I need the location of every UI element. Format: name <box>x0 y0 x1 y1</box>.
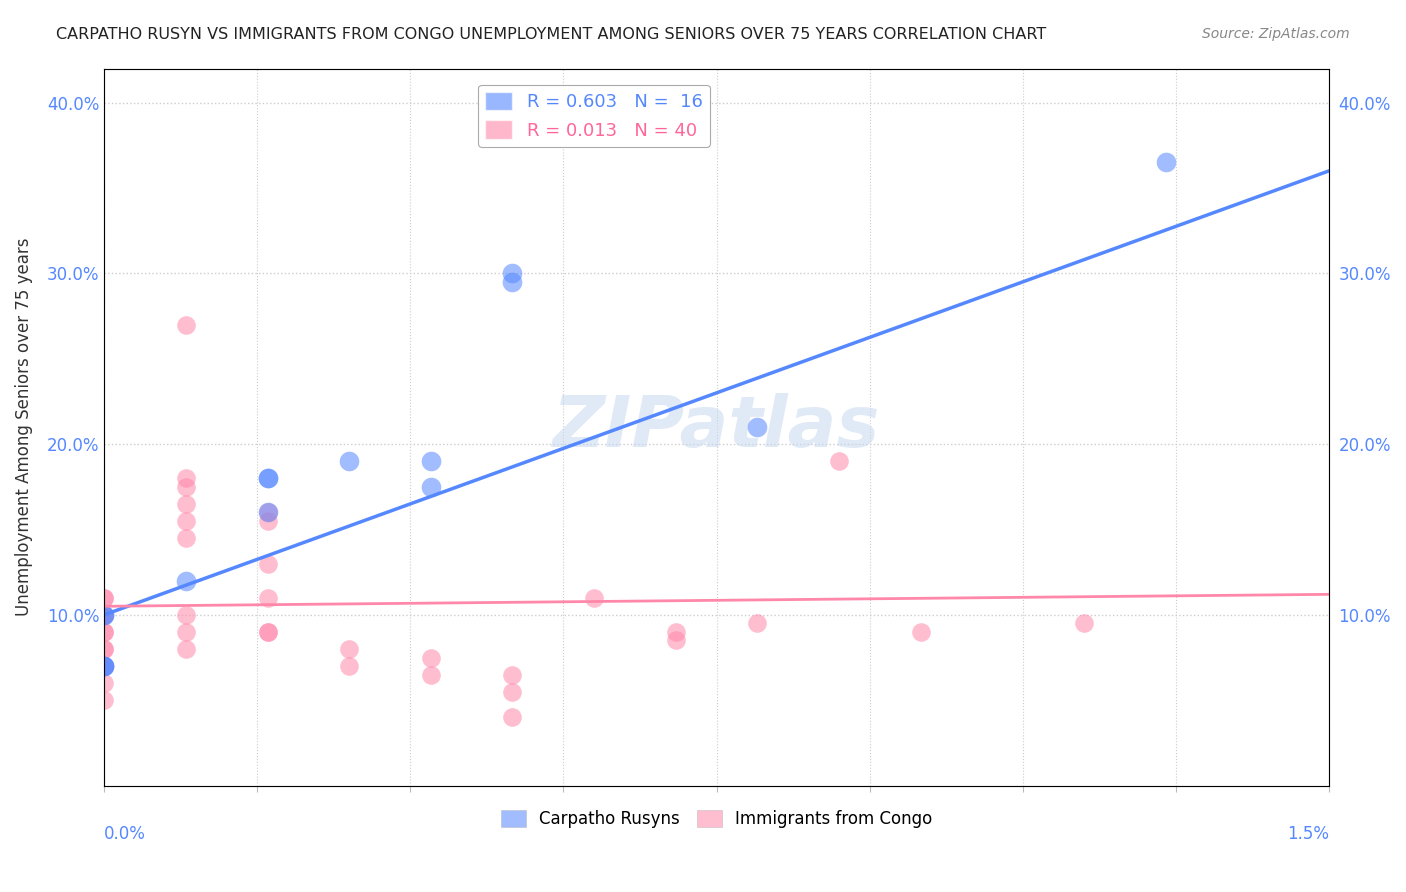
Point <box>337 659 360 673</box>
Point <box>665 624 688 639</box>
Point <box>174 574 197 588</box>
Point <box>419 667 441 681</box>
Point <box>337 454 360 468</box>
Point <box>93 591 115 605</box>
Point <box>93 676 115 690</box>
Point <box>256 624 278 639</box>
Point <box>747 616 769 631</box>
Point <box>256 471 278 485</box>
Point <box>93 659 115 673</box>
Text: 0.0%: 0.0% <box>104 825 146 843</box>
Point <box>93 607 115 622</box>
Point <box>419 454 441 468</box>
Point <box>747 420 769 434</box>
Point <box>256 557 278 571</box>
Point <box>256 514 278 528</box>
Point <box>419 480 441 494</box>
Point <box>337 642 360 657</box>
Point <box>93 624 115 639</box>
Point <box>93 693 115 707</box>
Point <box>501 266 523 280</box>
Point <box>501 710 523 724</box>
Point <box>93 659 115 673</box>
Point <box>174 607 197 622</box>
Point <box>174 480 197 494</box>
Point <box>256 624 278 639</box>
Point <box>1073 616 1095 631</box>
Point <box>93 607 115 622</box>
Point <box>256 591 278 605</box>
Text: ZIPatlas: ZIPatlas <box>553 392 880 461</box>
Point <box>93 591 115 605</box>
Text: Source: ZipAtlas.com: Source: ZipAtlas.com <box>1202 27 1350 41</box>
Point <box>256 471 278 485</box>
Point <box>174 624 197 639</box>
Point <box>174 531 197 545</box>
Point <box>174 642 197 657</box>
Point <box>93 642 115 657</box>
Point <box>93 642 115 657</box>
Point <box>910 624 932 639</box>
Text: CARPATHO RUSYN VS IMMIGRANTS FROM CONGO UNEMPLOYMENT AMONG SENIORS OVER 75 YEARS: CARPATHO RUSYN VS IMMIGRANTS FROM CONGO … <box>56 27 1046 42</box>
Point <box>665 633 688 648</box>
Point <box>93 624 115 639</box>
Point <box>828 454 851 468</box>
Point <box>501 275 523 289</box>
Legend: Carpatho Rusyns, Immigrants from Congo: Carpatho Rusyns, Immigrants from Congo <box>494 803 939 835</box>
Point <box>501 667 523 681</box>
Point <box>174 318 197 332</box>
Point <box>501 684 523 698</box>
Point <box>93 607 115 622</box>
Point <box>256 505 278 519</box>
Point <box>93 659 115 673</box>
Point <box>174 497 197 511</box>
Point <box>174 471 197 485</box>
Point <box>583 591 606 605</box>
Point <box>256 505 278 519</box>
Point <box>93 659 115 673</box>
Point <box>419 650 441 665</box>
Point <box>1154 155 1177 169</box>
Point <box>93 607 115 622</box>
Y-axis label: Unemployment Among Seniors over 75 years: Unemployment Among Seniors over 75 years <box>15 238 32 616</box>
Text: 1.5%: 1.5% <box>1286 825 1329 843</box>
Point <box>174 514 197 528</box>
